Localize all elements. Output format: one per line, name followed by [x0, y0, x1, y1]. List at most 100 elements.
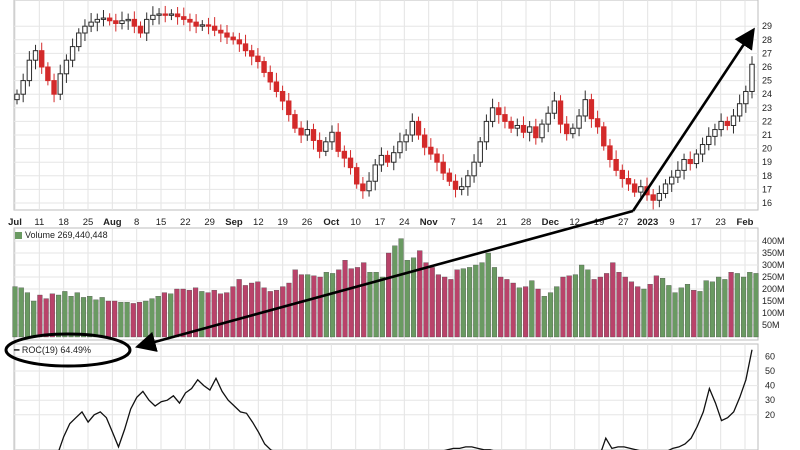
volume-bar: [547, 292, 554, 338]
candle: [125, 13, 131, 30]
volume-bar: [392, 245, 398, 338]
volume-bar: [697, 291, 703, 338]
candle-body: [261, 61, 267, 73]
candle-body: [699, 144, 706, 155]
candle-body: [452, 180, 459, 190]
x-tick-label: Jul: [8, 217, 22, 228]
volume-bar: [529, 280, 535, 338]
candle: [693, 149, 700, 169]
candle-body: [329, 131, 335, 143]
roc-frame: [13, 343, 759, 450]
candle: [502, 106, 508, 129]
roc-label-text: ROC(19) 64.49%: [21, 345, 91, 355]
volume-bar: [579, 264, 585, 338]
volume-bar: [647, 284, 653, 338]
candle: [168, 9, 175, 21]
volume-bar: [504, 279, 510, 338]
candle: [119, 11, 125, 30]
roc-line: [58, 349, 753, 450]
candle: [391, 145, 397, 171]
candle: [545, 106, 551, 133]
volume-bar: [112, 300, 118, 338]
x-tick-label: Sep: [225, 217, 243, 228]
candle-body: [520, 124, 527, 133]
x-tick-label: 12: [253, 217, 264, 228]
volume-bar: [753, 273, 759, 338]
candle: [39, 42, 45, 74]
volume-bar: [31, 300, 37, 338]
candle-body: [459, 186, 465, 190]
candle-body: [415, 120, 422, 136]
candle: [564, 116, 570, 141]
volume-bar: [510, 282, 516, 338]
candle: [718, 113, 724, 137]
candle-body: [242, 43, 249, 52]
candle: [724, 116, 730, 131]
volume-bar: [298, 274, 304, 338]
volume-bar: [174, 288, 180, 338]
trend-arrow: [631, 27, 755, 212]
candle: [218, 24, 224, 43]
volume-bar: [217, 293, 224, 338]
candle: [20, 73, 26, 103]
candle: [156, 8, 162, 25]
candle-body: [693, 153, 700, 165]
candle-body: [619, 169, 625, 180]
volume-bar: [255, 281, 261, 338]
volume-bar: [473, 264, 479, 338]
volume-bar: [560, 276, 566, 338]
candle-body: [526, 126, 533, 133]
volume-bar: [410, 257, 417, 338]
candle-body: [310, 129, 317, 141]
volume-bar: [747, 272, 753, 338]
volume-bar: [367, 272, 373, 338]
volume-y-tick-label: 350M: [762, 248, 785, 258]
candle-body: [378, 154, 385, 166]
candle: [316, 132, 323, 159]
volume-bar: [199, 291, 205, 338]
candle: [477, 137, 483, 167]
price-y-tick-label: 22: [762, 116, 772, 126]
candle: [557, 95, 564, 134]
candle: [539, 119, 545, 143]
candle-body: [681, 158, 687, 171]
candle: [69, 38, 76, 68]
volume-bar: [124, 302, 130, 338]
volume-bar: [149, 298, 155, 338]
annotations: [4, 27, 755, 368]
candle-body: [706, 135, 712, 146]
candle-body: [341, 150, 348, 159]
candle-body: [168, 13, 175, 16]
candle-body: [88, 21, 94, 27]
roc-y-tick-label: 60: [765, 351, 775, 361]
volume-bar: [136, 302, 143, 338]
volume-bar: [180, 288, 186, 338]
volume-bar: [666, 285, 672, 338]
candle-body: [354, 167, 360, 185]
candle: [292, 109, 298, 133]
roc-y-tick-label: 30: [765, 395, 775, 405]
candle-body: [675, 169, 681, 178]
candle-body: [489, 107, 496, 122]
price-y-tick-label: 25: [762, 76, 772, 86]
candle-body: [656, 192, 663, 201]
volume-bar: [143, 300, 149, 338]
volume-bar: [467, 267, 473, 338]
volume-bar: [716, 276, 722, 338]
candle-body: [131, 18, 138, 27]
candle: [63, 54, 70, 83]
candle-body: [607, 145, 613, 160]
candle-body: [150, 14, 156, 20]
candle-body: [502, 114, 508, 122]
candle: [88, 13, 94, 33]
volume-bar: [491, 267, 498, 338]
volume-bar: [591, 279, 597, 338]
volume-bar: [740, 276, 747, 338]
x-tick-label: Oct: [323, 217, 340, 228]
candle: [428, 138, 434, 160]
candle: [100, 10, 107, 27]
candle-body: [144, 18, 150, 34]
volume-bar: [728, 272, 734, 338]
x-tick-label: Aug: [103, 217, 122, 228]
price-y-tick-label: 19: [762, 157, 772, 167]
